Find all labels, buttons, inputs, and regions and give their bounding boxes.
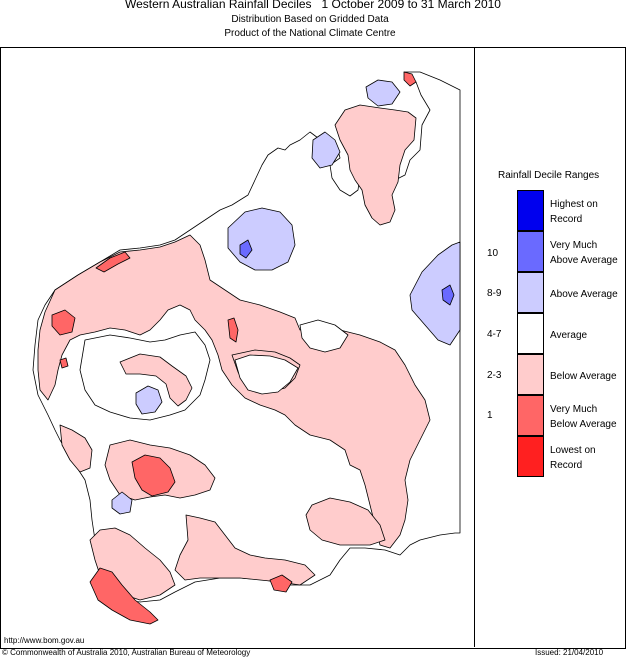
legend-swatch-highest-on-record (517, 190, 544, 231)
legend-swatch-very-much-below-average (517, 395, 544, 436)
region-above-average-kimberley-west (311, 131, 341, 169)
legend-label-lowest-on-record: Lowest on Record (550, 445, 596, 471)
region-very-much-below-average-north-coast (95, 251, 131, 273)
region-average-hole-2 (234, 354, 299, 395)
legend-code-8-9: 8-9 (487, 288, 502, 299)
date-range: 1 October 2009 to 31 March 2010 (321, 0, 501, 11)
legend-label-below-average: Below Average (550, 371, 617, 382)
region-above-average-kimberley-north (365, 79, 401, 107)
legend-code-1: 1 (487, 410, 493, 421)
region-below-average-north (334, 104, 417, 226)
copyright-notice: © Commonwealth of Australia 2010, Austra… (2, 648, 251, 657)
map-title: Western Australian Rainfall Deciles 1 Oct… (0, 0, 626, 11)
legend-swatch-lowest-on-record (517, 436, 544, 477)
legend-label-above-average: Above Average (550, 289, 618, 300)
legend-code-10: 10 (487, 248, 499, 259)
region-average-hole-3 (299, 319, 349, 353)
legend-label-very-much-above-average: Very Much Above Average (550, 240, 618, 266)
region-below-average-southeast (305, 497, 386, 546)
region-very-much-below-average-south-coast (269, 574, 293, 593)
region-below-average-interior-2 (119, 353, 193, 407)
legend-code-4-7: 4-7 (487, 329, 502, 340)
legend-label-average: Average (550, 330, 588, 341)
region-very-much-above-average-pilbara (239, 239, 253, 259)
legend-code-2-3: 2-3 (487, 370, 502, 381)
legend-swatch-very-much-above-average (517, 231, 544, 272)
region-very-much-below-average-kimberley (403, 71, 417, 87)
legend-divider (474, 47, 475, 647)
region-very-much-below-average-midsouth (131, 454, 176, 497)
source-url: http://www.bom.gov.au (4, 636, 85, 645)
legend-swatch-below-average (517, 354, 544, 395)
region-above-average-interior (135, 385, 163, 415)
region-very-much-below-average-west-coast (59, 357, 69, 369)
region-below-average-central (37, 234, 431, 549)
region-very-much-below-average-gascoyne (51, 309, 76, 336)
legend-swatch-average (517, 313, 544, 354)
region-below-average-south (174, 514, 316, 586)
region-above-average-south-interior (111, 491, 133, 515)
legend-swatch-above-average (517, 272, 544, 313)
region-very-much-below-average-inland (227, 317, 239, 343)
legend-label-very-much-below-average: Very Much Below Average (550, 404, 617, 430)
region-very-much-below-average-southwest (89, 567, 159, 625)
region-above-average-east (409, 241, 461, 346)
subtitle-product: Product of the National Climate Centre (224, 28, 396, 39)
title-text: Western Australian Rainfall Deciles (125, 0, 312, 11)
legend-title: Rainfall Decile Ranges (498, 170, 600, 181)
subtitle-distribution: Distribution Based on Gridded Data (231, 14, 389, 25)
rainfall-decile-map (32, 71, 461, 625)
region-very-much-above-average-east (441, 284, 455, 306)
issued-date: Issued: 21/04/2010 (535, 648, 604, 657)
region-below-average-west-coast (59, 424, 93, 473)
legend-label-highest-on-record: Highest on Record (550, 199, 598, 225)
